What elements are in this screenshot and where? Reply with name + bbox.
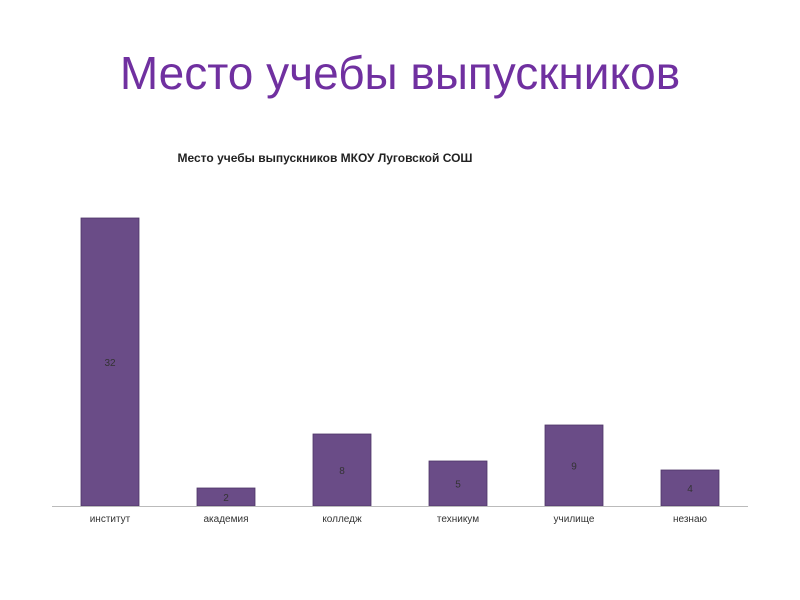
data-label-2: 8 xyxy=(339,466,345,477)
category-label-1: академия xyxy=(204,514,249,525)
bar-3 xyxy=(428,460,488,507)
data-label-4: 9 xyxy=(571,462,577,473)
bars-layer: 32 институт 2 академия 8 колледж 5 техникум 9 учи… xyxy=(80,217,720,525)
slide-title: Место учебы выпускников xyxy=(119,47,681,99)
bar-5 xyxy=(660,469,720,507)
category-label-2: колледж xyxy=(322,514,362,525)
chart-title: Место учебы выпускников МКОУ Луговской С… xyxy=(178,151,473,165)
bar-0 xyxy=(80,217,140,507)
data-label-3: 5 xyxy=(455,480,461,491)
category-label-3: техникум xyxy=(437,514,479,525)
category-label-0: институт xyxy=(90,514,131,525)
bar-4 xyxy=(544,424,604,507)
bar-2 xyxy=(312,433,372,507)
data-label-0: 32 xyxy=(104,358,116,369)
category-label-4: училище xyxy=(554,514,595,525)
data-label-1: 2 xyxy=(223,493,229,504)
category-label-5: незнаю xyxy=(673,514,708,525)
data-label-5: 4 xyxy=(687,484,693,495)
